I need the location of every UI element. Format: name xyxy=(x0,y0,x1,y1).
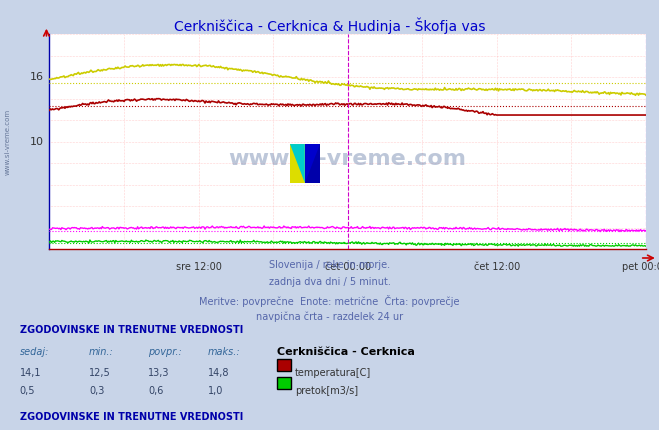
Text: sedaj:: sedaj: xyxy=(20,347,49,357)
Text: sre 12:00: sre 12:00 xyxy=(175,262,221,272)
Text: 14,8: 14,8 xyxy=(208,368,229,378)
Text: 0,6: 0,6 xyxy=(148,386,163,396)
Text: povpr.:: povpr.: xyxy=(148,347,182,357)
Text: ZGODOVINSKE IN TRENUTNE VREDNOSTI: ZGODOVINSKE IN TRENUTNE VREDNOSTI xyxy=(20,412,243,421)
Text: pet 00:00: pet 00:00 xyxy=(622,262,659,272)
Polygon shape xyxy=(290,144,304,183)
Text: 14,1: 14,1 xyxy=(20,368,42,378)
Text: navpična črta - razdelek 24 ur: navpična črta - razdelek 24 ur xyxy=(256,312,403,322)
Text: čet 00:00: čet 00:00 xyxy=(325,262,370,272)
Text: Meritve: povprečne  Enote: metrične  Črta: povprečje: Meritve: povprečne Enote: metrične Črta:… xyxy=(199,295,460,307)
Text: 0,5: 0,5 xyxy=(20,386,36,396)
Text: 1,0: 1,0 xyxy=(208,386,223,396)
Text: www.si-vreme.com: www.si-vreme.com xyxy=(5,109,11,175)
Text: temperatura[C]: temperatura[C] xyxy=(295,368,372,378)
Text: ZGODOVINSKE IN TRENUTNE VREDNOSTI: ZGODOVINSKE IN TRENUTNE VREDNOSTI xyxy=(20,325,243,335)
Text: Cerkniščica - Cerknica: Cerkniščica - Cerknica xyxy=(277,347,415,357)
Text: www.si-vreme.com: www.si-vreme.com xyxy=(229,149,467,169)
Bar xyxy=(304,144,320,183)
Text: Slovenija / reke in morje.: Slovenija / reke in morje. xyxy=(269,260,390,270)
Text: 16: 16 xyxy=(30,72,43,83)
Text: zadnja dva dni / 5 minut.: zadnja dva dni / 5 minut. xyxy=(269,277,390,287)
Text: 12,5: 12,5 xyxy=(89,368,111,378)
Text: 10: 10 xyxy=(30,137,43,147)
Text: pretok[m3/s]: pretok[m3/s] xyxy=(295,386,358,396)
Text: 0,3: 0,3 xyxy=(89,386,104,396)
Polygon shape xyxy=(304,144,320,183)
Text: čet 12:00: čet 12:00 xyxy=(474,262,520,272)
Text: maks.:: maks.: xyxy=(208,347,241,357)
Bar xyxy=(290,144,304,183)
Text: 13,3: 13,3 xyxy=(148,368,170,378)
Text: min.:: min.: xyxy=(89,347,114,357)
Text: Cerkniščica - Cerknica & Hudinja - Škofja vas: Cerkniščica - Cerknica & Hudinja - Škofj… xyxy=(174,17,485,34)
